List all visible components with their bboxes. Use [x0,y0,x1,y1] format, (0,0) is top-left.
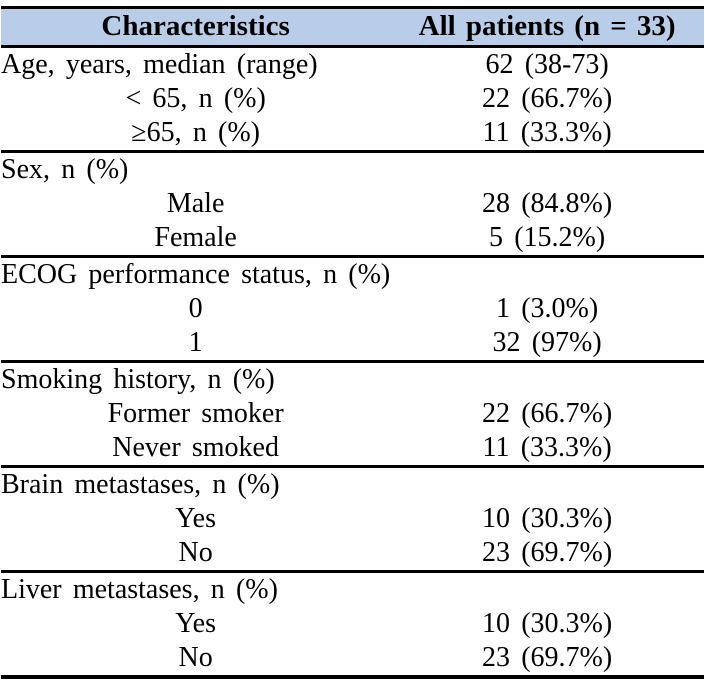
row-category-label: Age, years, median (range) [1,49,318,80]
row-category-label: ECOG performance status, n (%) [1,255,391,292]
table-row: Male 28 (84.8%) [1,187,704,221]
row-sublabel: Never smoked [112,432,279,463]
row-value [390,465,704,502]
row-category-label: Sex, n (%) [1,150,391,187]
row-value: 11 (33.3%) [482,432,612,463]
table-row: 1 32 (97%) [1,326,704,362]
header-cell-all-patients: All patients (n = 33) [390,7,704,48]
row-value: 5 (15.2%) [489,222,606,253]
row-category-label: Liver metastases, n (%) [1,570,391,607]
patient-characteristics-table: Characteristics All patients (n = 33) Ag… [1,6,704,679]
row-sublabel: Male [166,188,225,219]
table-row: < 65, n (%) 22 (66.7%) [1,82,704,116]
row-value: 32 (97%) [492,327,602,358]
row-sublabel: Yes [175,503,216,534]
table-row: No 23 (69.7%) [1,641,704,677]
row-value: 10 (30.3%) [482,503,613,534]
table-head: Characteristics All patients (n = 33) [1,7,704,48]
table-row: Brain metastases, n (%) [1,465,704,502]
table-row: 0 1 (3.0%) [1,292,704,326]
row-category-label: Smoking history, n (%) [1,360,391,397]
row-value [390,570,704,607]
row-value: 22 (66.7%) [482,83,613,114]
table-row: Yes 10 (30.3%) [1,502,704,536]
row-value [390,255,704,292]
row-value: 28 (84.8%) [482,188,613,219]
row-value: 62 (38-73) [485,49,609,80]
row-sublabel: 1 [188,327,203,358]
table-row: ≥65, n (%) 11 (33.3%) [1,116,704,152]
table-row: Liver metastases, n (%) [1,570,704,607]
table-body: Age, years, median (range) 62 (38-73) < 65… [1,47,704,678]
table-row: Age, years, median (range) 62 (38-73) [1,47,704,83]
table-row: Never smoked 11 (33.3%) [1,431,704,467]
table-row: Yes 10 (30.3%) [1,607,704,641]
row-sublabel: No [178,642,213,673]
table-row: Former smoker 22 (66.7%) [1,397,704,431]
row-sublabel: No [178,537,213,568]
table-row: ECOG performance status, n (%) [1,255,704,292]
table-header-row: Characteristics All patients (n = 33) [1,7,704,48]
table-container: Characteristics All patients (n = 33) Ag… [1,6,704,679]
table-row: Female 5 (15.2%) [1,221,704,257]
row-value: 1 (3.0%) [496,293,599,324]
row-sublabel: Former smoker [107,398,284,429]
row-value: 10 (30.3%) [482,608,613,639]
row-value: 23 (69.7%) [482,537,613,568]
table-row: No 23 (69.7%) [1,536,704,572]
row-value [390,360,704,397]
row-value [390,150,704,187]
table-row: Smoking history, n (%) [1,360,704,397]
row-sublabel: 0 [188,293,203,324]
row-sublabel: ≥65, n (%) [131,117,260,148]
header-cell-characteristics: Characteristics [1,7,391,48]
row-value: 22 (66.7%) [482,398,613,429]
table-row: Sex, n (%) [1,150,704,187]
row-sublabel: < 65, n (%) [125,83,266,114]
row-sublabel: Female [154,222,237,253]
row-value: 23 (69.7%) [482,642,613,673]
row-value: 11 (33.3%) [482,117,612,148]
row-category-label: Brain metastases, n (%) [1,465,391,502]
row-sublabel: Yes [175,608,216,639]
